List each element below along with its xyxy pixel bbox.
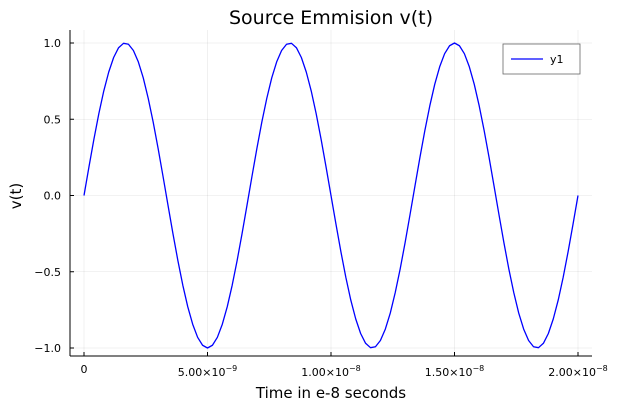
x-tick-label: 1.00×10−8 [301, 364, 361, 379]
y-tick-label: 0.0 [44, 190, 62, 203]
x-tick-label: 0 [81, 363, 88, 376]
y-tick-label: −0.5 [34, 266, 61, 279]
chart-title: Source Emmision v(t) [229, 7, 433, 29]
series-layer [83, 42, 579, 349]
series-line-y1 [83, 42, 579, 349]
x-tick-exponent: −8 [596, 364, 608, 373]
x-axis-ticks: 0 5.00×10−9 1.00×10−8 1.50×10−8 2.00×10−8 [81, 352, 608, 379]
x-axis-title: Time in e-8 seconds [255, 384, 406, 402]
y-tick-label: 1.0 [44, 37, 62, 50]
x-tick-label: 1.50×10−8 [425, 364, 485, 379]
y-axis-ticks: 1.0 0.5 0.0 −0.5 −1.0 [34, 37, 74, 355]
legend: y1 [502, 43, 581, 75]
x-tick-label: 5.00×10−9 [178, 364, 238, 379]
y-axis-title: v(t) [7, 183, 25, 209]
y-tick-label: −1.0 [34, 342, 61, 355]
y-tick-label: 0.5 [44, 113, 62, 126]
legend-label: y1 [550, 53, 564, 66]
x-tick-exponent: −8 [472, 364, 484, 373]
x-tick-label: 2.00×10−8 [548, 364, 608, 379]
x-tick-exponent: −8 [349, 364, 361, 373]
x-tick-exponent: −9 [225, 364, 237, 373]
